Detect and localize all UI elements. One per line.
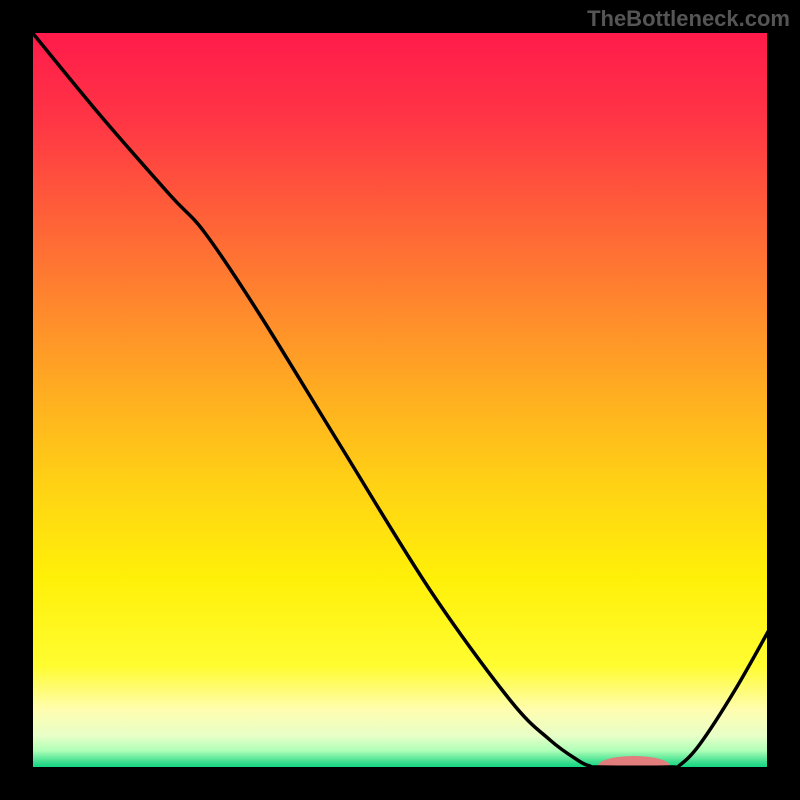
chart-container: { "watermark": "TheBottleneck.com", "cha… [0,0,800,800]
watermark-text: TheBottleneck.com [587,6,790,32]
bottleneck-line-chart [0,0,800,800]
chart-background-gradient [31,31,769,769]
